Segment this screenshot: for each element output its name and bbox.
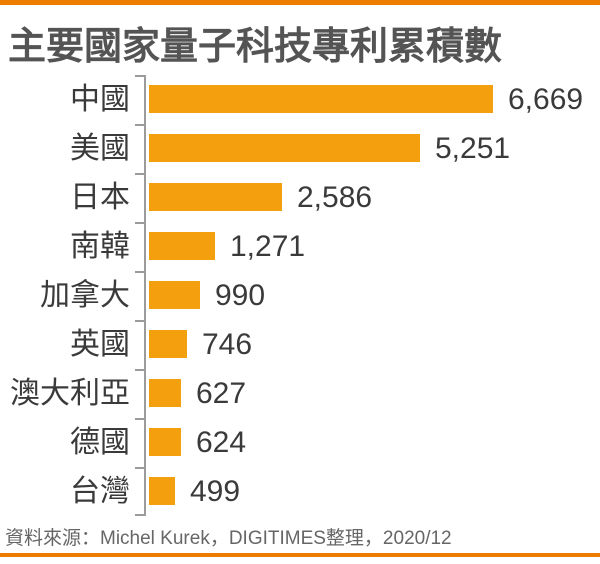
category-label: 南韓 bbox=[70, 230, 130, 263]
chart-row: 台灣 499 bbox=[0, 467, 600, 516]
chart-row: 日本 2,586 bbox=[0, 173, 600, 222]
bar bbox=[149, 183, 282, 211]
category-label: 德國 bbox=[70, 426, 130, 459]
value-label: 2,586 bbox=[297, 181, 373, 214]
value-label: 1,271 bbox=[230, 230, 306, 263]
bar bbox=[149, 379, 181, 407]
category-label: 加拿大 bbox=[40, 279, 130, 312]
value-label: 6,669 bbox=[508, 83, 584, 116]
bottom-accent-border bbox=[0, 553, 600, 557]
category-label: 英國 bbox=[70, 328, 130, 361]
axis-tick bbox=[135, 369, 144, 371]
category-label: 台灣 bbox=[70, 475, 130, 508]
value-label: 499 bbox=[190, 475, 241, 508]
category-label: 日本 bbox=[70, 181, 130, 214]
value-label: 990 bbox=[215, 279, 266, 312]
bar bbox=[149, 232, 215, 260]
chart-row: 美國 5,251 bbox=[0, 124, 600, 173]
axis-tick bbox=[135, 320, 144, 322]
y-axis-line bbox=[144, 75, 146, 516]
bar bbox=[149, 428, 181, 456]
axis-tick bbox=[135, 222, 144, 224]
source-note: 資料來源：Michel Kurek，DIGITIMES整理，2020/12 bbox=[5, 528, 452, 549]
bar bbox=[149, 134, 420, 162]
top-accent-border bbox=[0, 0, 600, 5]
bar bbox=[149, 85, 493, 113]
chart-row: 澳大利亞 627 bbox=[0, 369, 600, 418]
value-label: 746 bbox=[202, 328, 253, 361]
chart-row: 英國 746 bbox=[0, 320, 600, 369]
chart-row: 加拿大 990 bbox=[0, 271, 600, 320]
value-label: 627 bbox=[196, 377, 247, 410]
axis-tick bbox=[135, 514, 144, 516]
category-label: 美國 bbox=[70, 132, 130, 165]
chart-row: 南韓 1,271 bbox=[0, 222, 600, 271]
chart-row: 中國 6,669 bbox=[0, 75, 600, 124]
value-label: 5,251 bbox=[435, 132, 511, 165]
axis-tick bbox=[135, 75, 144, 77]
bar bbox=[149, 281, 200, 309]
axis-tick bbox=[135, 173, 144, 175]
axis-tick bbox=[135, 418, 144, 420]
axis-tick bbox=[135, 271, 144, 273]
bar bbox=[149, 477, 175, 505]
axis-tick bbox=[135, 124, 144, 126]
category-label: 澳大利亞 bbox=[10, 377, 130, 410]
bar bbox=[149, 330, 187, 358]
bar-chart: 中國 6,669 美國 5,251 日本 2,586 南韓 1,271 加拿大 990 英國 746 澳… bbox=[0, 75, 600, 516]
value-label: 624 bbox=[196, 426, 247, 459]
chart-title: 主要國家量子科技專利累積數 bbox=[8, 26, 503, 68]
chart-row: 德國 624 bbox=[0, 418, 600, 467]
axis-tick bbox=[135, 467, 144, 469]
category-label: 中國 bbox=[70, 83, 130, 116]
